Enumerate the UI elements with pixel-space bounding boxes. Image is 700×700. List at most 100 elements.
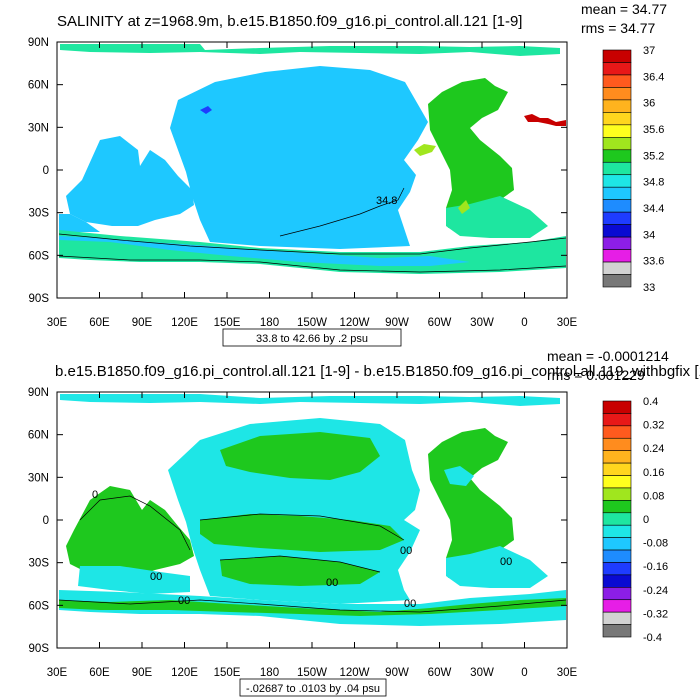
x-tick-label: 60W [428,667,452,679]
colorbar-swatch [602,99,632,113]
panel-2-rms: rms = 0.001229 [547,367,645,383]
colorbar-swatch [602,49,632,63]
panel-2-region-pacific-green-n [220,432,380,480]
panel-1-colorbar: 37 36.4 36 35.6 35.2 34.8 34.4 34 33.6 33 [602,45,664,294]
colorbar-swatch [602,249,632,263]
panel-2-contour-label-6: 00 [178,595,190,607]
panel-2-region-atlantic-cyan-n [444,466,474,486]
x-tick-label: 30E [557,317,578,329]
panel-1-region-gulf [414,144,436,156]
x-tick-label: 30E [47,317,68,329]
colorbar-swatch [602,62,632,76]
panel-2-range-text: -.02687 to .0103 by .04 psu [246,683,380,695]
panel-2-range-box [239,678,387,697]
panel-2-region-atlantic-cyan [446,546,548,588]
x-tick-label: 150E [214,667,241,679]
colorbar-label: 33.6 [643,256,664,268]
panel-2: b.e15.B1850.f09_g16.pi_control.all.121 [… [28,348,700,697]
panel-2-contour-label-5: 00 [326,577,338,589]
colorbar-swatch [602,500,632,514]
colorbar-swatch [602,437,632,451]
colorbar-swatch [602,524,632,538]
x-tick-label: 60E [89,667,110,679]
colorbar-swatch [602,549,632,563]
panel-1-axes: 30E 60E 90E 120E 150E 180 150W 120W 90W 60W 30W 0 30… [28,37,578,329]
panel-2-contour-1 [79,495,191,551]
colorbar-swatch [602,224,632,238]
x-tick-label: 90W [385,317,409,329]
colorbar-label: 0.08 [643,490,664,502]
y-tick-label: 30S [29,558,50,570]
y-tick-label: 60N [28,430,49,442]
colorbar-label: 36.4 [643,71,664,83]
colorbar-label: -0.4 [643,632,662,644]
panel-2-title: b.e15.B1850.f09_g16.pi_control.all.121 [… [55,363,700,380]
panel-1-range-box [222,328,402,347]
panel-2-region-pacific-green-s [220,556,380,586]
x-tick-label: 30W [470,667,494,679]
colorbar-swatch [602,400,632,414]
x-tick-label: 60E [89,317,110,329]
x-tick-label: 90W [385,667,409,679]
colorbar-swatch [602,599,632,613]
colorbar-label: 35.2 [643,150,664,162]
colorbar-swatch [602,413,632,427]
colorbar-swatch [602,425,632,439]
x-tick-label: 30W [470,317,494,329]
x-tick-label: 120E [171,317,198,329]
y-tick-label: 60S [29,600,50,612]
colorbar-swatch [602,186,632,200]
panel-1-region-south-atlantic [446,196,548,238]
y-tick-label: 0 [43,165,49,177]
panel-2-contour-label-4: 00 [150,571,162,583]
x-tick-label: 150W [297,317,327,329]
panel-1-region-indian-west [59,214,100,232]
colorbar-label: 34.4 [643,203,664,215]
panel-2-mean: mean = -0.0001214 [547,348,669,364]
colorbar-swatch [602,124,632,138]
colorbar-label: 0.4 [643,396,658,408]
colorbar-swatch [602,274,632,288]
x-tick-label: 90E [132,317,153,329]
panel-2-region-southern-green [59,598,566,616]
colorbar-swatch [602,74,632,88]
x-tick-label: 30E [47,667,68,679]
x-tick-label: 90E [132,667,153,679]
x-tick-label: 0 [521,667,527,679]
colorbar-swatch [602,512,632,526]
panel-2-region-indian-cyan [78,566,190,594]
colorbar-swatch [602,450,632,464]
panel-2-contour-label-3: 00 [500,556,512,568]
colorbar-label: -0.24 [643,585,668,597]
y-tick-label: 90S [29,643,50,655]
y-tick-label: 90S [29,293,50,305]
panel-2-region-atlantic [428,428,514,578]
panel-2-region-pacific-green-eq [200,514,404,552]
x-tick-label: 150W [297,667,327,679]
colorbar-label: 0 [643,514,649,526]
y-tick-label: 60N [28,80,49,92]
y-tick-label: 0 [43,515,49,527]
panel-1-region-japan-sea [200,106,212,114]
panel-2-colorbar: 0.4 0.32 0.24 0.16 0.08 0 -0.08 -0.16 -0.24 -0.32… [602,396,668,644]
panel-1-title: SALINITY at z=1968.9m, b.e15.B1850.f09_g… [57,13,522,30]
x-tick-label: 120W [339,317,369,329]
y-tick-label: 30N [28,122,49,134]
y-tick-label: 90N [28,387,49,399]
colorbar-swatch [602,211,632,225]
colorbar-swatch [602,587,632,601]
x-tick-label: 150E [214,317,241,329]
colorbar-swatch [602,562,632,576]
colorbar-swatch [602,261,632,275]
colorbar-swatch [602,161,632,176]
colorbar-swatch [602,236,632,250]
panel-2-contour-4 [219,555,381,573]
panel-2-contour-label-2: 00 [400,545,412,557]
panel-1-region-pacific [170,66,428,249]
colorbar-swatch [602,462,632,476]
colorbar-swatch [602,174,632,188]
colorbar-label: -0.16 [643,561,668,573]
colorbar-swatch [602,537,632,551]
x-tick-label: 0 [521,317,527,329]
colorbar-swatch [602,475,632,489]
